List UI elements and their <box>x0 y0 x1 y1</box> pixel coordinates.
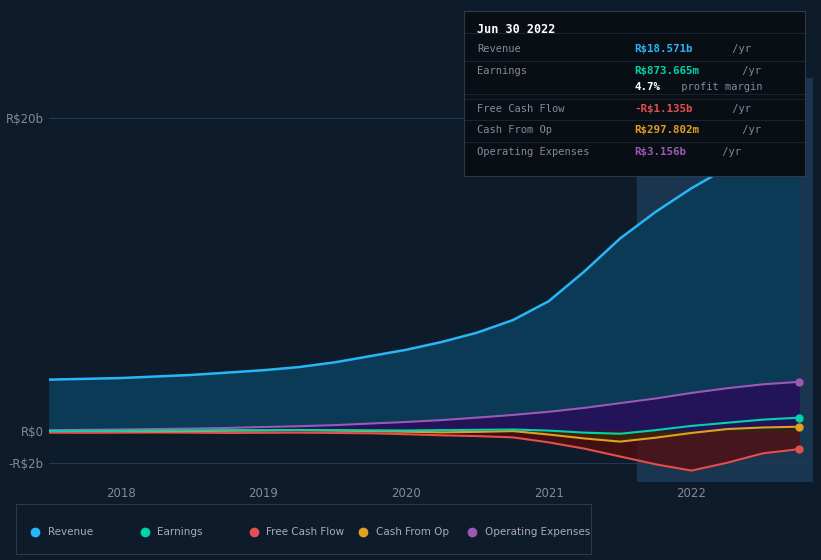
Text: Cash From Op: Cash From Op <box>478 125 553 135</box>
Text: Operating Expenses: Operating Expenses <box>485 527 590 536</box>
Text: /yr: /yr <box>736 66 761 76</box>
Bar <box>637 78 813 482</box>
Text: Earnings: Earnings <box>157 527 203 536</box>
Text: Operating Expenses: Operating Expenses <box>478 147 590 157</box>
Text: /yr: /yr <box>716 147 741 157</box>
Text: -R$1.135b: -R$1.135b <box>635 104 693 114</box>
Text: profit margin: profit margin <box>675 82 763 92</box>
Text: R$873.665m: R$873.665m <box>635 66 699 76</box>
Text: /yr: /yr <box>736 125 761 135</box>
Text: R$18.571b: R$18.571b <box>635 44 693 54</box>
Text: Free Cash Flow: Free Cash Flow <box>478 104 565 114</box>
Text: /yr: /yr <box>727 104 751 114</box>
Text: 4.7%: 4.7% <box>635 82 660 92</box>
Text: Free Cash Flow: Free Cash Flow <box>266 527 345 536</box>
Text: Earnings: Earnings <box>478 66 528 76</box>
Text: Cash From Op: Cash From Op <box>376 527 448 536</box>
Text: /yr: /yr <box>727 44 751 54</box>
Text: Revenue: Revenue <box>48 527 93 536</box>
Text: R$297.802m: R$297.802m <box>635 125 699 135</box>
Text: Revenue: Revenue <box>478 44 521 54</box>
Text: Jun 30 2022: Jun 30 2022 <box>478 23 556 36</box>
Text: R$3.156b: R$3.156b <box>635 147 686 157</box>
